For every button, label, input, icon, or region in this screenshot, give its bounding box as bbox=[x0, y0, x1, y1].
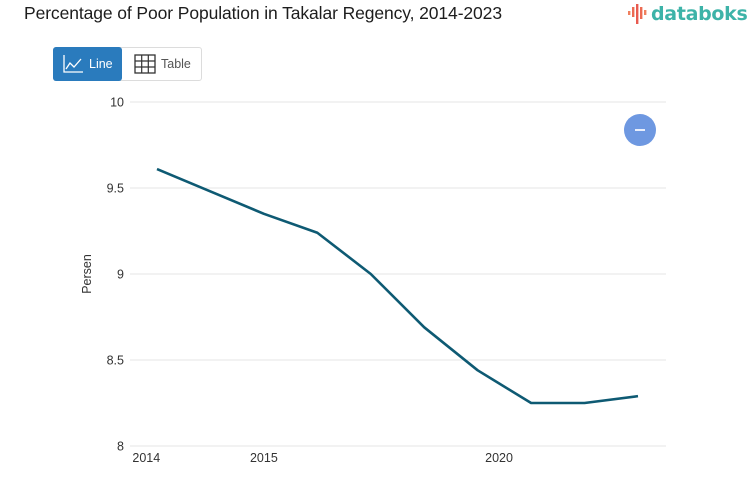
y-tick-label: 9.5 bbox=[107, 182, 124, 196]
series-layer bbox=[151, 163, 644, 409]
data-point[interactable] bbox=[311, 227, 323, 239]
y-axis-ticks: 8 8.5 9 9.5 10 bbox=[107, 96, 124, 454]
table-view-label: Table bbox=[161, 57, 191, 71]
series-line bbox=[156, 167, 639, 405]
brand-name: databoks bbox=[651, 3, 748, 25]
x-tick-label: 2015 bbox=[250, 451, 278, 465]
data-point[interactable] bbox=[151, 163, 163, 175]
bars-logo-icon bbox=[628, 4, 647, 24]
table-grid-icon bbox=[134, 54, 156, 74]
data-point[interactable] bbox=[258, 208, 270, 220]
view-toggle: Line Table bbox=[53, 47, 202, 81]
grid-lines bbox=[130, 101, 666, 447]
data-point[interactable] bbox=[204, 185, 216, 197]
y-tick-label: 10 bbox=[110, 96, 124, 110]
line-view-button[interactable]: Line bbox=[53, 47, 122, 81]
y-tick-label: 9 bbox=[117, 268, 124, 282]
minus-icon bbox=[635, 129, 645, 131]
line-chart-icon bbox=[63, 55, 83, 73]
data-point[interactable] bbox=[472, 364, 484, 376]
data-point[interactable] bbox=[418, 321, 430, 333]
table-view-button[interactable]: Table bbox=[122, 48, 191, 80]
x-axis-ticks: 2014 2015 2020 bbox=[132, 451, 513, 465]
y-axis-label: Persen bbox=[80, 254, 94, 294]
line-view-label: Line bbox=[89, 57, 113, 71]
chart-title: Percentage of Poor Population in Takalar… bbox=[24, 3, 502, 23]
databoks-logo: databoks bbox=[627, 3, 748, 25]
data-point[interactable] bbox=[579, 397, 591, 409]
y-tick-label: 8.5 bbox=[107, 354, 124, 368]
data-point[interactable] bbox=[525, 397, 537, 409]
data-point[interactable] bbox=[632, 390, 644, 402]
y-tick-label: 8 bbox=[117, 440, 124, 454]
x-tick-label: 2020 bbox=[485, 451, 513, 465]
x-tick-label: 2014 bbox=[132, 451, 160, 465]
data-point[interactable] bbox=[365, 268, 377, 280]
collapse-button[interactable] bbox=[624, 114, 656, 146]
